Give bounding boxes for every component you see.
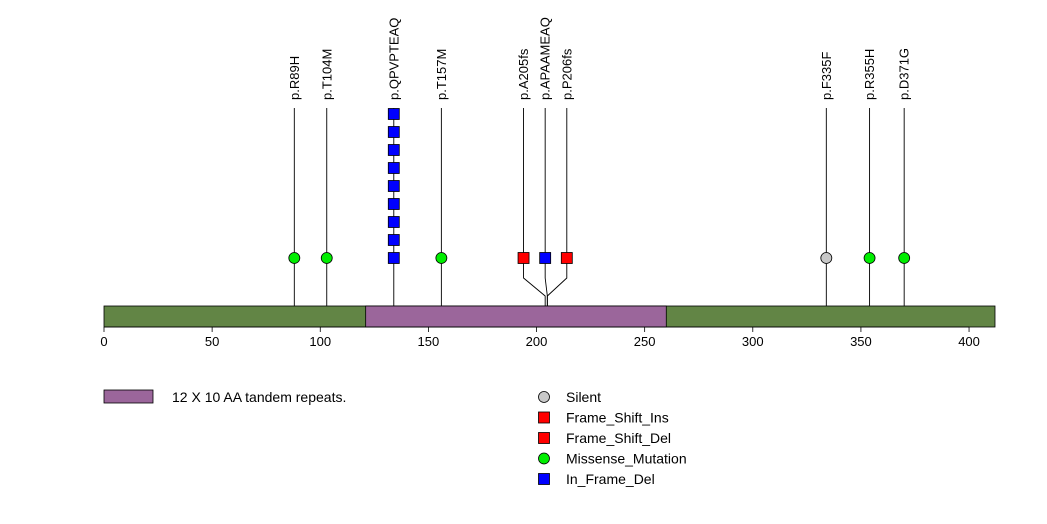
mutation-label: p.QPVPTEAQ: [386, 18, 401, 100]
mutation-marker: [387, 144, 400, 156]
mutation-label: p.D371G: [897, 48, 912, 100]
legend-mutation-label: Frame_Shift_Del: [566, 430, 671, 446]
legend-mutation-label: Frame_Shift_Ins: [566, 410, 669, 426]
x-tick-label: 300: [742, 334, 764, 349]
mutation-marker: [387, 216, 400, 228]
x-tick-label: 0: [100, 334, 107, 349]
mutation-marker: [387, 180, 400, 192]
mutation-marker: [320, 252, 333, 264]
legend-domain-label: 12 X 10 AA tandem repeats.: [172, 389, 346, 405]
mutation-marker: [387, 234, 400, 246]
x-tick-label: 100: [309, 334, 331, 349]
mutation-marker: [820, 252, 833, 264]
mutation-label: p.A205fs: [516, 48, 531, 100]
mutation-marker: [898, 252, 911, 264]
mutation-label: p.T157M: [434, 49, 449, 100]
x-tick-label: 250: [634, 334, 656, 349]
mutation-label: p.P206fs: [559, 48, 574, 100]
legend-mutation-marker: [538, 473, 550, 485]
legend: 12 X 10 AA tandem repeats. Silent Frame_Sh…: [103, 389, 687, 487]
legend-mutation-marker: [538, 452, 550, 465]
mutation-marker: [435, 252, 448, 264]
x-tick-label: 150: [418, 334, 440, 349]
mutation-marker: [387, 162, 400, 174]
mutation-marker: [539, 252, 552, 264]
legend-mutation-marker: [538, 411, 550, 424]
legend-domain-swatch: [103, 389, 154, 404]
mutation-marker: [387, 126, 400, 138]
mutation-stem: [546, 108, 568, 306]
legend-mutation-label: Missense_Mutation: [566, 451, 687, 467]
legend-mutation-marker: [538, 432, 550, 444]
mutation-markers: [288, 108, 911, 264]
x-tick-label: 350: [850, 334, 872, 349]
mutation-labels: p.R89H p.T104M p.QPVPTEAQ p.T157M p.A205fs p.…: [287, 17, 912, 100]
mutation-stem: [544, 108, 548, 306]
x-axis: 0 50 100 150 200 250 300 350 400: [100, 326, 980, 349]
mutation-marker: [387, 108, 400, 120]
mutation-label: p.F335F: [819, 52, 834, 100]
protein-backbone-group: [103, 305, 996, 328]
mutation-marker: [288, 252, 301, 264]
domain-region: [365, 305, 667, 328]
mutation-label: p.T104M: [319, 49, 334, 100]
mutation-marker: [863, 252, 876, 264]
x-tick-label: 400: [958, 334, 980, 349]
mutation-label: p.R89H: [287, 56, 302, 100]
x-tick-label: 200: [526, 334, 548, 349]
x-tick-label: 50: [205, 334, 219, 349]
legend-mutation-marker: [538, 391, 550, 403]
mutation-label: p.APAAMEAQ: [538, 17, 553, 100]
mutation-marker: [387, 198, 400, 210]
legend-mutation-label: Silent: [566, 389, 601, 405]
mutation-label: p.R355H: [862, 49, 877, 100]
mutation-marker: [517, 252, 530, 264]
mutation-marker: [560, 252, 573, 264]
mutation-stems: [293, 108, 905, 306]
mutation-stem: [523, 108, 546, 306]
legend-mutation-label: In_Frame_Del: [566, 471, 655, 487]
mutation-marker: [387, 252, 400, 264]
